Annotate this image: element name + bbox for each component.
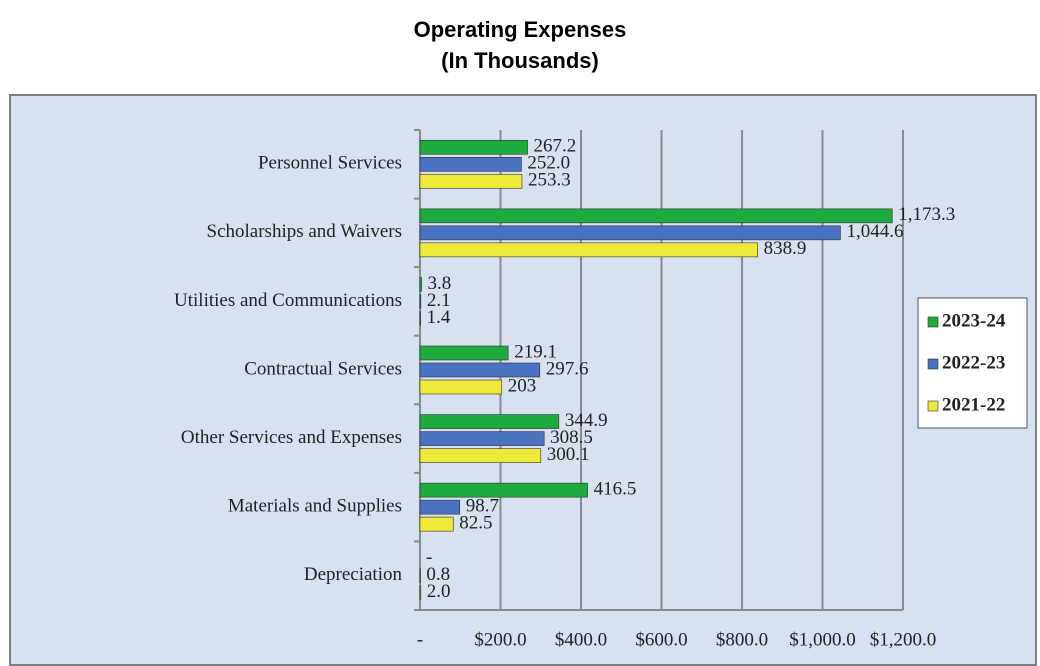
value-label: 297.6 <box>546 358 589 379</box>
bar <box>419 311 421 326</box>
y-tick-label: Other Services and Expenses <box>181 427 402 448</box>
bar <box>419 173 523 189</box>
value-label: 253.3 <box>528 170 571 191</box>
bar <box>419 431 545 446</box>
value-label: 267.2 <box>534 136 577 157</box>
value-label: 2.1 <box>427 290 451 311</box>
x-tick-label: $600.0 <box>635 629 687 650</box>
legend-swatch <box>927 316 939 328</box>
legend-label: 2022-23 <box>942 352 1005 373</box>
value-label: 308.5 <box>550 427 593 448</box>
chart-title: Operating Expenses <box>414 17 627 42</box>
bar <box>419 362 541 378</box>
legend-label: 2023-24 <box>942 310 1006 331</box>
chart-area <box>9 94 1037 666</box>
bar <box>419 208 893 224</box>
value-label: 219.1 <box>514 341 557 362</box>
bar <box>419 277 422 292</box>
value-label: 344.9 <box>565 410 608 431</box>
y-tick-label: Depreciation <box>304 564 403 585</box>
bar <box>419 294 422 309</box>
bar <box>419 585 422 601</box>
bar <box>419 499 461 515</box>
chart-subtitle: (In Thousands) <box>441 48 599 73</box>
bar <box>419 379 503 395</box>
value-label: 3.8 <box>428 273 452 294</box>
bar <box>419 225 841 241</box>
legend-label: 2021-22 <box>942 394 1005 415</box>
x-tick-label: $1,200.0 <box>870 629 937 650</box>
x-tick-label: - <box>417 629 423 650</box>
value-label: 82.5 <box>459 513 492 534</box>
y-tick-label: Scholarships and Waivers <box>207 221 402 242</box>
value-label: 1.4 <box>427 307 451 328</box>
y-tick-label: Contractual Services <box>244 358 402 379</box>
bar <box>419 482 588 498</box>
y-tick-label: Personnel Services <box>258 153 402 174</box>
value-label: 203 <box>508 375 537 396</box>
bar <box>419 156 522 172</box>
value-label: 2.0 <box>427 581 451 602</box>
value-label: 98.7 <box>466 496 499 517</box>
x-tick-label: $800.0 <box>716 629 768 650</box>
bar <box>419 139 528 155</box>
value-label: 1,044.6 <box>846 221 903 242</box>
y-tick-label: Utilities and Communications <box>174 290 402 311</box>
value-label: 838.9 <box>764 238 807 259</box>
bar <box>419 345 509 361</box>
bar <box>419 414 560 429</box>
value-label: 252.0 <box>527 153 570 174</box>
legend-swatch <box>927 358 939 370</box>
value-label: - <box>426 547 432 568</box>
value-label: 300.1 <box>547 444 590 465</box>
value-label: 416.5 <box>594 479 637 500</box>
y-tick-label: Materials and Supplies <box>228 496 402 517</box>
x-tick-label: $400.0 <box>555 629 607 650</box>
x-tick-label: $1,000.0 <box>789 629 856 650</box>
bar <box>419 242 758 258</box>
value-label: 1,173.3 <box>898 204 955 225</box>
x-tick-label: $200.0 <box>474 629 526 650</box>
legend-swatch <box>927 400 939 412</box>
bar <box>419 448 542 463</box>
bar <box>419 516 454 532</box>
value-label: 0.8 <box>426 564 450 585</box>
